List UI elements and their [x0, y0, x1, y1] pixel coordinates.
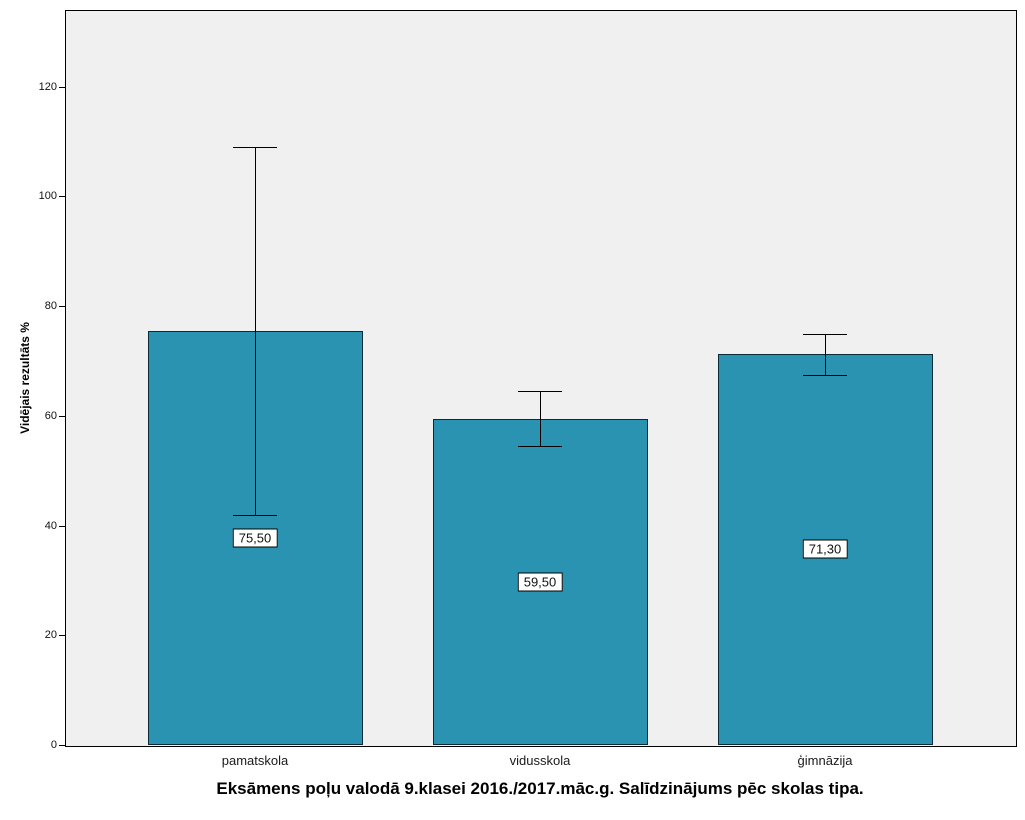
error-bar-cap-top: [803, 333, 847, 335]
y-tick-label: 0: [50, 739, 57, 751]
error-bar-cap-bottom: [233, 514, 277, 516]
x-tick-label: ģimnāzija: [797, 753, 853, 768]
value-label: 71,30: [802, 539, 848, 559]
y-tick-label: 20: [44, 629, 57, 642]
chart-title: Eksāmens poļu valodā 9.klasei 2016./2017…: [216, 779, 864, 798]
error-bar-line: [825, 333, 826, 375]
y-axis-tick: [59, 635, 65, 637]
y-axis-tick: [59, 196, 65, 198]
value-label: 75,50: [232, 528, 278, 548]
y-tick-label: 100: [38, 190, 57, 203]
error-bar-cap-bottom: [518, 446, 562, 448]
y-axis-tick: [59, 306, 65, 308]
y-axis-tick: [59, 745, 65, 746]
y-tick-label: 80: [44, 300, 57, 313]
y-tick-label: 40: [44, 519, 57, 532]
error-bar-cap-top: [233, 147, 277, 149]
error-bar-cap-bottom: [803, 374, 847, 376]
y-tick-label: 60: [44, 409, 57, 422]
error-bar-line: [255, 147, 256, 515]
y-axis-tick: [59, 525, 65, 527]
value-label: 59,50: [517, 572, 563, 592]
y-tick-label: 120: [38, 80, 57, 93]
error-bar-line: [540, 391, 541, 447]
y-axis-tick: [59, 86, 65, 88]
error-bar-cap-top: [518, 391, 562, 393]
x-tick-label: pamatskola: [221, 753, 289, 768]
y-axis-tick: [59, 415, 65, 417]
x-tick-label: vidusskola: [509, 753, 571, 768]
